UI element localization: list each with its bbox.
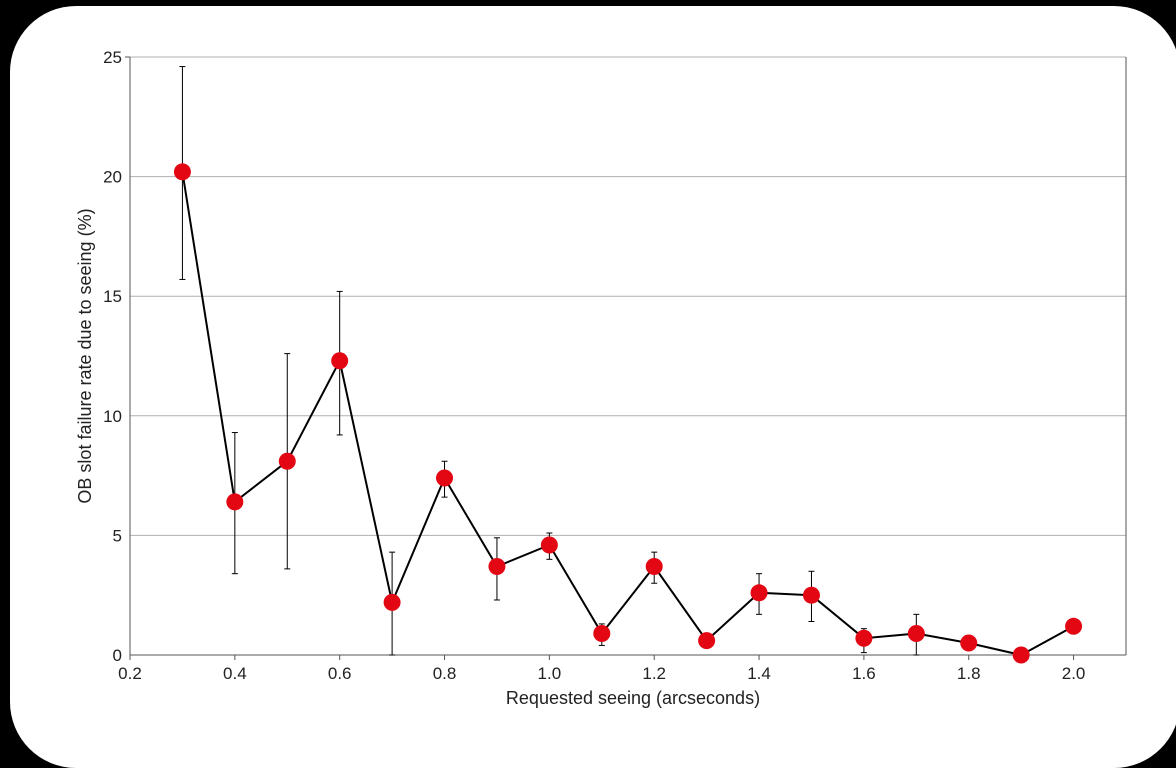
data-point [540,536,558,554]
y-axis-title: OB slot failure rate due to seeing (%) [75,208,95,503]
error-bars [179,66,1077,656]
data-point [226,493,244,511]
x-tick-label: 0.2 [118,664,142,683]
x-tick-label: 0.4 [223,664,247,683]
data-point [907,624,925,642]
gridlines [130,56,1126,536]
tick-labels: 0 5 10 15 20 25 0.2 0.4 0.6 0.8 1.0 1.2 1.4 1.6 1.8 2.0 [103,48,1085,683]
data-point [593,624,611,642]
x-tick-label: 1.8 [957,664,981,683]
x-tick-label: 1.0 [538,664,562,683]
y-tick-label: 25 [103,48,122,67]
y-tick-label: 15 [103,287,122,306]
data-point [436,469,454,487]
data-point [750,584,768,602]
x-tick-label: 2.0 [1062,664,1086,683]
x-tick-label: 1.2 [642,664,666,683]
y-tick-label: 5 [113,526,122,545]
data-point [1065,617,1083,635]
data-point [331,352,349,370]
data-point [960,634,978,652]
x-tick-label: 0.6 [328,664,352,683]
series-line [181,171,1075,656]
data-point [802,586,820,604]
data-point [855,629,873,647]
x-tick-label: 0.8 [433,664,457,683]
y-tick-label: 10 [103,407,122,426]
data-point [1012,646,1030,664]
data-point [383,593,401,611]
x-axis-title: Requested seeing (arcseconds) [506,688,760,708]
y-tick-label: 20 [103,168,122,187]
data-point [698,632,716,650]
x-tick-label: 1.6 [852,664,876,683]
data-points [173,163,1083,664]
series-path [181,171,1075,656]
data-point [488,557,506,575]
y-tick-label: 0 [113,646,122,665]
data-point [645,557,663,575]
x-tick-label: 1.4 [747,664,771,683]
data-point [278,452,296,470]
chart-panel [10,6,1176,768]
axes [125,56,1127,660]
data-point [173,163,191,181]
